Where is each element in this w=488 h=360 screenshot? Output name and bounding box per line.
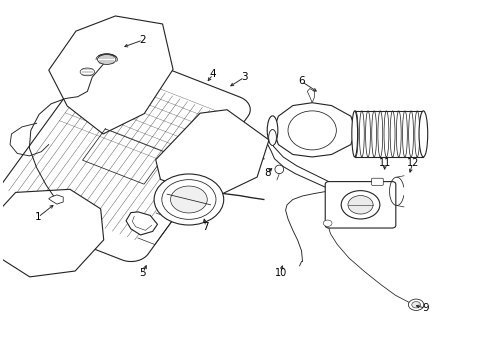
Text: 11: 11 xyxy=(378,158,390,168)
Polygon shape xyxy=(49,16,173,134)
Polygon shape xyxy=(155,110,268,198)
Circle shape xyxy=(407,299,423,310)
Circle shape xyxy=(154,174,223,225)
Text: 3: 3 xyxy=(241,72,247,82)
Ellipse shape xyxy=(351,111,357,157)
Polygon shape xyxy=(307,89,314,103)
FancyBboxPatch shape xyxy=(371,178,383,185)
Circle shape xyxy=(162,180,216,219)
Polygon shape xyxy=(49,195,63,204)
Text: 1: 1 xyxy=(35,212,41,222)
Ellipse shape xyxy=(418,111,427,157)
Text: 4: 4 xyxy=(209,69,216,79)
Text: 8: 8 xyxy=(264,168,270,178)
Polygon shape xyxy=(126,212,157,235)
Text: 9: 9 xyxy=(422,303,428,313)
Text: 5: 5 xyxy=(140,268,146,278)
Circle shape xyxy=(347,195,372,214)
Ellipse shape xyxy=(287,111,336,150)
Text: 6: 6 xyxy=(298,76,304,86)
Polygon shape xyxy=(0,49,250,261)
Ellipse shape xyxy=(268,130,276,145)
Circle shape xyxy=(323,220,331,226)
Circle shape xyxy=(411,302,420,308)
FancyBboxPatch shape xyxy=(325,181,395,228)
Text: 2: 2 xyxy=(140,35,146,45)
Circle shape xyxy=(341,191,379,219)
Polygon shape xyxy=(0,189,103,277)
Ellipse shape xyxy=(274,165,283,174)
Text: 7: 7 xyxy=(202,222,209,232)
Text: 12: 12 xyxy=(406,158,418,168)
Text: 10: 10 xyxy=(274,268,286,278)
Polygon shape xyxy=(273,103,355,157)
Ellipse shape xyxy=(97,54,116,64)
Ellipse shape xyxy=(80,68,95,76)
Circle shape xyxy=(170,186,207,213)
Ellipse shape xyxy=(266,116,277,145)
